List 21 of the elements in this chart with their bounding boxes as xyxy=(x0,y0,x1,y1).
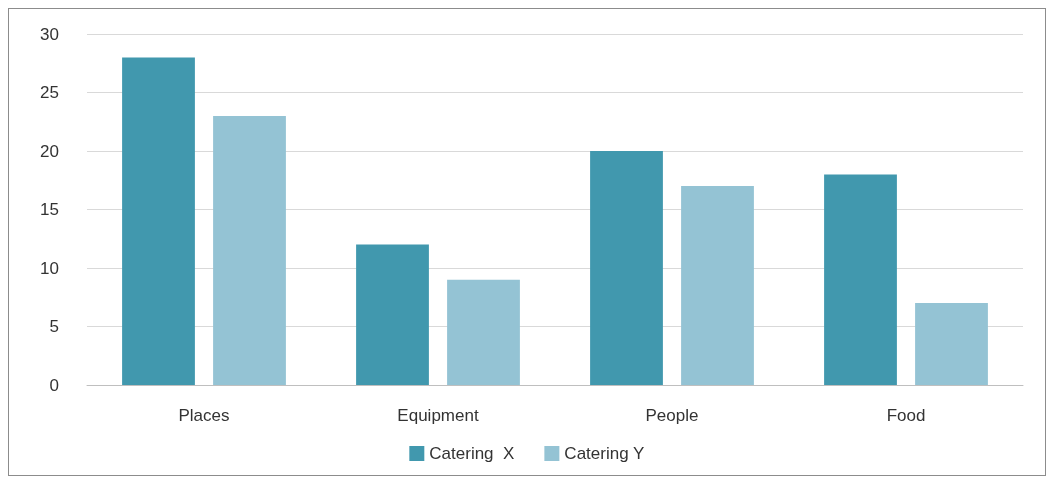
y-tick-label: 5 xyxy=(49,317,59,336)
legend-label: Catering X xyxy=(429,444,515,463)
y-tick-label: 10 xyxy=(40,258,59,278)
bar xyxy=(213,115,286,385)
y-tick-label: 30 xyxy=(40,24,59,44)
x-tick-label: Equipment xyxy=(397,406,479,425)
bar xyxy=(681,186,754,385)
bar xyxy=(915,303,988,385)
y-tick-label: 15 xyxy=(40,200,59,219)
y-tick-label: 20 xyxy=(40,141,59,161)
y-tick-label: 0 xyxy=(49,375,59,395)
x-tick-label: People xyxy=(645,406,699,425)
legend-label: Catering Y xyxy=(564,444,645,463)
x-tick-label: Places xyxy=(178,406,230,425)
bar xyxy=(356,244,429,385)
x-tick-label: Food xyxy=(886,406,926,425)
y-tick-label: 25 xyxy=(40,83,59,102)
bar xyxy=(824,174,897,385)
bar xyxy=(122,57,195,385)
bar xyxy=(447,279,520,385)
bar xyxy=(590,151,663,385)
